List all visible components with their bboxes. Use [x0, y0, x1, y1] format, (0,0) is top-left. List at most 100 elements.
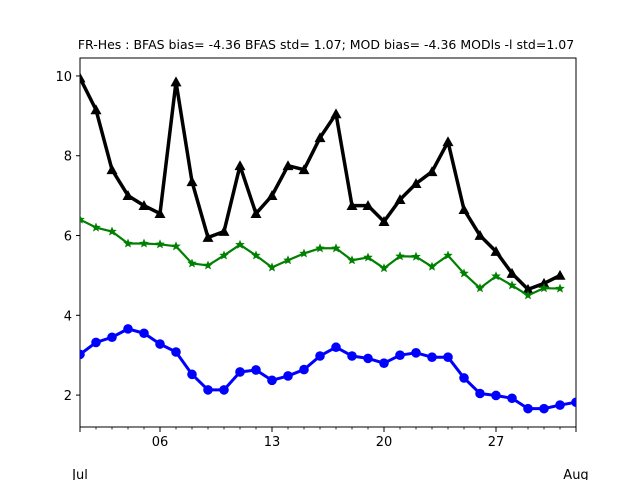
data-point-black-triangle: [410, 178, 422, 189]
data-point-blue-circle: [363, 353, 373, 364]
data-point-blue-circle: [507, 393, 517, 404]
data-point-black-triangle: [346, 200, 358, 210]
data-point-black-triangle: [266, 190, 278, 201]
data-point-blue-circle: [235, 367, 245, 377]
data-point-black-triangle: [362, 200, 374, 210]
data-point-green-star: [91, 222, 101, 232]
data-point-blue-circle: [219, 385, 229, 395]
data-point-black-triangle: [506, 267, 518, 278]
data-point-black-triangle: [170, 76, 182, 87]
data-point-blue-circle: [139, 328, 149, 339]
data-point-blue-circle: [251, 365, 261, 375]
plot-frame: [79, 57, 577, 428]
data-point-blue-circle: [347, 351, 357, 361]
data-point-blue-circle: [571, 397, 576, 408]
data-point-blue-circle: [315, 351, 325, 361]
data-point-blue-circle: [123, 324, 133, 334]
data-point-green-star: [155, 239, 165, 249]
data-point-green-star: [80, 214, 85, 224]
data-point-black-triangle: [106, 164, 118, 175]
data-point-black-triangle: [554, 269, 566, 280]
data-point-green-star: [347, 255, 357, 265]
data-point-green-star: [139, 238, 149, 248]
data-point-blue-circle: [427, 352, 437, 362]
data-point-black-triangle: [426, 166, 438, 177]
x-tick-label: 06: [152, 435, 169, 450]
data-point-blue-circle: [379, 358, 389, 368]
y-tick-label: 8: [64, 150, 72, 165]
x-tick-label: 13: [264, 435, 281, 450]
data-point-black-triangle: [282, 160, 294, 171]
x-tick-label: 27: [488, 435, 505, 450]
series-line-blue-circle: [80, 327, 576, 411]
y-tick-label: 4: [64, 309, 72, 324]
data-point-green-star: [315, 243, 325, 253]
data-point-blue-circle: [395, 350, 405, 360]
series-group: [80, 72, 576, 414]
data-point-green-star: [171, 241, 181, 251]
data-point-black-triangle: [474, 230, 486, 240]
data-point-black-triangle: [186, 176, 198, 187]
data-point-green-star: [555, 283, 565, 293]
data-point-blue-circle: [331, 342, 341, 353]
data-point-green-star: [523, 290, 533, 300]
data-point-green-star: [235, 239, 245, 249]
x-month-label: Aug: [563, 468, 588, 480]
data-point-black-triangle: [218, 226, 230, 236]
y-tick-label: 2: [64, 389, 72, 404]
data-point-blue-circle: [299, 364, 309, 375]
data-point-blue-circle: [459, 373, 469, 383]
data-point-blue-circle: [539, 403, 549, 414]
data-point-green-star: [299, 248, 309, 258]
data-point-green-star: [507, 280, 517, 290]
data-point-blue-circle: [267, 375, 277, 386]
data-point-black-triangle: [202, 232, 214, 242]
data-point-black-triangle: [538, 277, 550, 288]
data-point-green-star: [411, 251, 421, 261]
data-point-black-triangle: [522, 283, 534, 294]
data-point-black-triangle: [314, 132, 326, 143]
data-point-black-triangle: [90, 104, 102, 115]
data-point-green-star: [443, 250, 453, 260]
data-point-blue-circle: [411, 348, 421, 358]
data-point-black-triangle: [122, 190, 134, 201]
data-point-black-triangle: [378, 216, 390, 226]
data-point-green-star: [219, 250, 229, 260]
data-point-blue-circle: [443, 352, 453, 362]
data-point-blue-circle: [523, 403, 533, 414]
data-point-blue-circle: [91, 337, 101, 348]
data-point-blue-circle: [155, 339, 165, 349]
data-point-black-triangle: [394, 194, 406, 205]
data-point-blue-circle: [491, 390, 501, 401]
data-point-green-star: [203, 260, 213, 270]
data-point-green-star: [395, 251, 405, 261]
data-point-green-star: [459, 268, 469, 278]
data-point-green-star: [539, 283, 549, 293]
data-point-blue-circle: [475, 388, 485, 399]
chart-title: FR-Hes : BFAS bias= -4.36 BFAS std= 1.07…: [78, 37, 574, 52]
data-point-black-triangle: [298, 164, 310, 175]
data-point-black-triangle: [330, 108, 342, 119]
y-tick-label: 10: [55, 70, 72, 85]
data-point-black-triangle: [490, 245, 502, 256]
data-point-black-triangle: [442, 136, 454, 147]
data-point-green-star: [123, 238, 133, 248]
data-point-blue-circle: [171, 347, 181, 357]
data-point-black-triangle: [250, 208, 262, 218]
data-point-blue-circle: [80, 349, 85, 360]
data-point-blue-circle: [187, 369, 197, 380]
data-point-green-star: [283, 255, 293, 265]
x-month-label: Jul: [71, 468, 88, 480]
data-point-green-star: [251, 250, 261, 260]
data-point-black-triangle: [154, 208, 166, 218]
series-line-green-star: [80, 218, 561, 297]
data-point-green-star: [475, 283, 485, 293]
x-tick-label: 20: [376, 435, 393, 450]
data-point-black-triangle: [80, 72, 86, 83]
data-point-green-star: [187, 258, 197, 268]
series-line-black-triangle: [80, 77, 561, 292]
data-point-black-triangle: [458, 204, 470, 214]
data-point-blue-circle: [107, 332, 117, 343]
